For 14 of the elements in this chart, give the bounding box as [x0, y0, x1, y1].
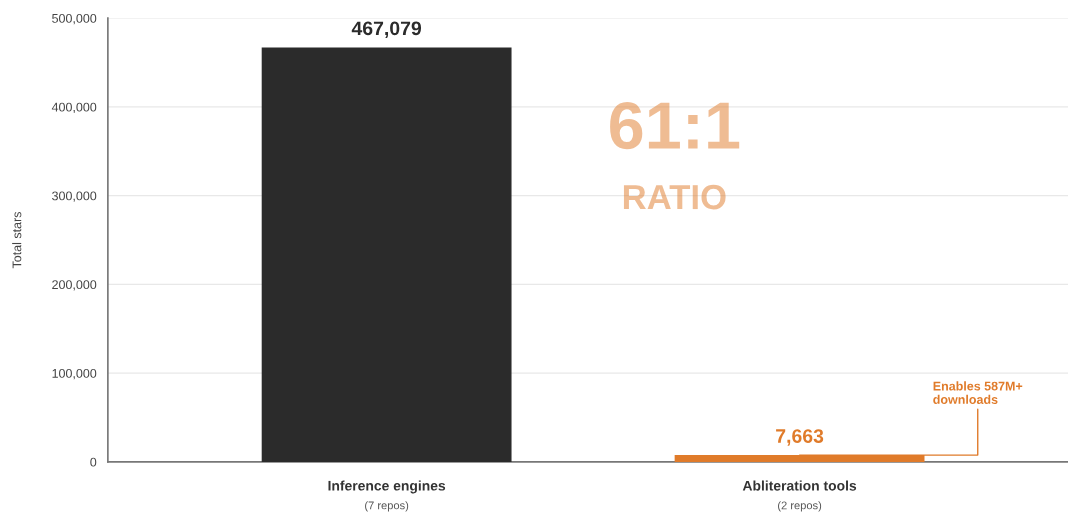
y-tick-label: 100,000: [52, 368, 97, 380]
y-tick-label: 0: [90, 457, 97, 467]
y-tick-label: 400,000: [51, 102, 97, 114]
y-tick-label: 200,000: [52, 280, 97, 291]
x-tick-label: Abliteration tools (2 repos): [742, 480, 857, 512]
annotation: RATIO: [623, 184, 726, 210]
annotation: 61:1: [610, 102, 740, 150]
data-label: 467,079: [351, 21, 422, 39]
y-axis-title: Total stars: [12, 212, 22, 269]
annotation: Enables 587M+ downloads: [933, 381, 1023, 404]
x-tick-label: Inference engines (7 repos): [328, 480, 446, 512]
y-tick-label: 300,000: [52, 191, 97, 202]
data-label: 7,663: [776, 429, 824, 446]
y-tick-label: 500,000: [52, 13, 97, 25]
